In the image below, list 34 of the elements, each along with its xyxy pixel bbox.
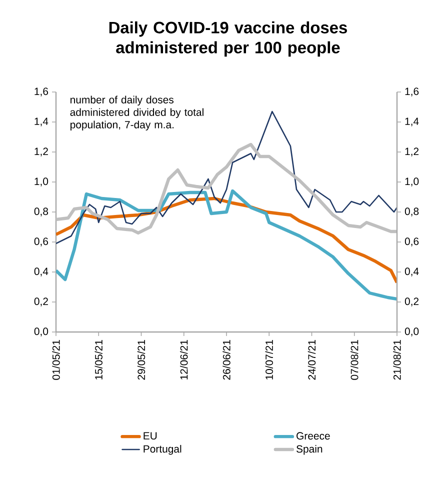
y-tick-label: 0,8 bbox=[34, 208, 48, 216]
y2-tick-label: 0,0 bbox=[404, 328, 419, 336]
y2-tick-label: 0,2 bbox=[404, 298, 419, 306]
y-tick-label: 1,0 bbox=[34, 178, 48, 186]
x-tick-label: 21/08/21 bbox=[393, 340, 401, 380]
x-tick-label: 15/05/21 bbox=[94, 340, 102, 380]
y-tick-label: 1,2 bbox=[34, 148, 48, 156]
legend-label: EU bbox=[144, 432, 157, 440]
y-tick-label: 0,6 bbox=[34, 238, 48, 246]
legend-label: Portugal bbox=[144, 444, 182, 455]
legend-label: Spain bbox=[296, 444, 322, 455]
y2-tick-label: 0,6 bbox=[404, 238, 419, 246]
y-tick-label: 0,0 bbox=[34, 328, 48, 336]
y-tick-label: 0,2 bbox=[34, 298, 48, 306]
y2-tick-label: 0,8 bbox=[404, 208, 419, 216]
annotation: number of daily doses administered divided by total population, 7-day m.a. bbox=[70, 96, 204, 130]
y2-tick-label: 1,0 bbox=[405, 178, 419, 186]
y-tick-label: 0,4 bbox=[34, 268, 48, 276]
line-series bbox=[56, 189, 397, 301]
x-tick-label: 24/07/21 bbox=[308, 340, 316, 380]
y-tick-label: 1,4 bbox=[34, 118, 48, 126]
x-tick-label: 10/07/21 bbox=[265, 340, 273, 380]
chart-title: Daily COVID-19 vaccine doses administered per 100 people bbox=[109, 21, 347, 57]
y2-tick-label: 0,4 bbox=[404, 268, 419, 276]
y-tick-label: 1,6 bbox=[34, 88, 48, 96]
x-tick-label: 26/06/21 bbox=[222, 340, 230, 380]
y2-tick-label: 1,2 bbox=[405, 148, 419, 156]
y2-tick-label: 1,4 bbox=[405, 118, 419, 126]
y2-tick-label: 1,6 bbox=[405, 88, 419, 96]
legend-label: Greece bbox=[296, 432, 330, 440]
x-tick-label: 29/05/21 bbox=[137, 340, 146, 380]
x-tick-label: 12/06/21 bbox=[180, 340, 188, 380]
x-tick-label: 07/08/21 bbox=[350, 340, 358, 380]
x-tick-label: 01/05/21 bbox=[52, 340, 60, 380]
